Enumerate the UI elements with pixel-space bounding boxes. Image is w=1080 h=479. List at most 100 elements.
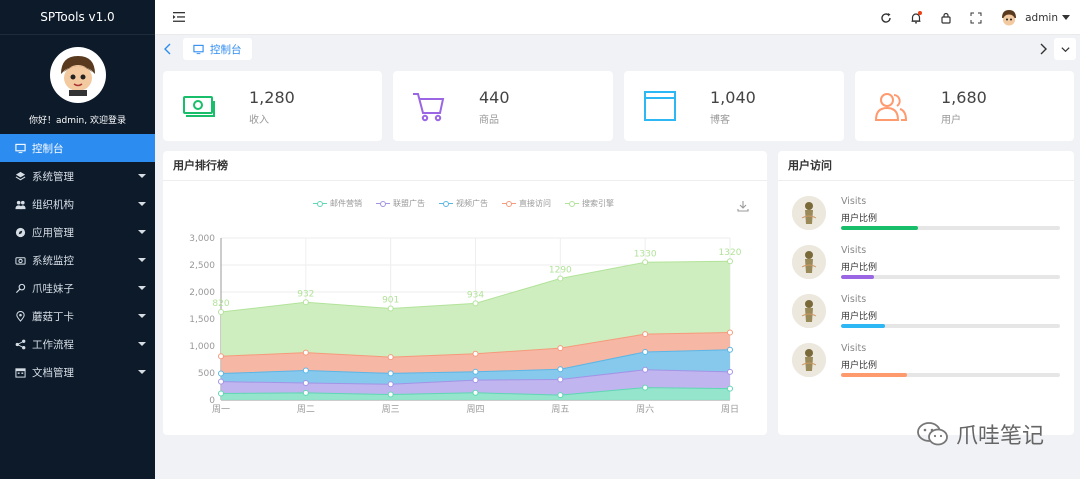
- fullscreen-button[interactable]: [961, 0, 991, 35]
- data-point: [218, 370, 224, 377]
- progress-fill: [841, 275, 874, 279]
- sidebar-item-java-girl[interactable]: 爪哇妹子: [0, 274, 155, 302]
- data-point: [557, 275, 564, 282]
- data-point: [557, 366, 564, 373]
- area-2: [221, 349, 730, 385]
- data-point: [218, 390, 224, 397]
- data-label: 1320: [719, 248, 742, 258]
- sidebar-item-label: 文档管理: [32, 366, 74, 379]
- sidebar-item-workflow[interactable]: 工作流程: [0, 330, 155, 358]
- chevron-down-icon: [138, 202, 146, 206]
- lock-screen-button[interactable]: [931, 0, 961, 35]
- monitor-icon: [193, 44, 204, 54]
- camera-icon: [14, 254, 26, 266]
- tab-bar: 控制台: [155, 35, 1080, 63]
- visit-title: Visits: [841, 196, 867, 207]
- area-chart: 0 500 1,000 1,500 2,000 2,500 3,000 周一 周二 周三 周四 周五 周…: [189, 234, 742, 415]
- x-tick-label: 周一: [212, 404, 230, 415]
- y-tick-label: 1,000: [189, 342, 215, 352]
- progress-fill: [841, 373, 907, 377]
- avatar: [792, 343, 826, 377]
- legend-item[interactable]: 联盟广告: [376, 198, 425, 209]
- data-point: [727, 258, 733, 265]
- stat-value: 1,040: [710, 88, 756, 107]
- cart-icon: [413, 93, 445, 122]
- stat-label: 收入: [249, 115, 269, 126]
- legend-label: 搜索引擎: [582, 199, 614, 208]
- data-point: [472, 377, 479, 384]
- chevron-down-icon: [138, 230, 146, 234]
- stat-card-income[interactable]: 1,280 收入: [163, 71, 382, 141]
- data-point: [302, 389, 309, 396]
- sidebar-item-label: 控制台: [32, 142, 64, 155]
- notifications-button[interactable]: [901, 0, 931, 35]
- panel-title: 用户排行榜: [163, 151, 767, 181]
- y-tick-label: 2,000: [189, 288, 215, 298]
- data-point: [302, 299, 309, 306]
- visit-subtitle: 用户比例: [841, 214, 878, 224]
- app-title: SPTools v1.0: [0, 0, 155, 35]
- legend-label: 直接访问: [519, 199, 551, 208]
- money-icon: [183, 96, 215, 117]
- avatar: [792, 245, 826, 279]
- refresh-button[interactable]: [871, 0, 901, 35]
- data-point: [727, 385, 733, 392]
- watermark-text: 爪哇笔记: [955, 424, 1044, 449]
- data-point: [727, 346, 733, 353]
- download-icon[interactable]: [737, 200, 749, 212]
- chevron-down-icon: [138, 286, 146, 290]
- refresh-icon: [881, 12, 891, 23]
- y-tick-label: 3,000: [189, 234, 215, 244]
- data-point: [472, 389, 479, 396]
- chevron-down-icon: [1060, 46, 1070, 52]
- data-point: [218, 308, 224, 315]
- user-profile: 你好！admin, 欢迎登录: [0, 35, 155, 134]
- compass-icon: [14, 226, 26, 238]
- sidebar-item-org[interactable]: 组织机构: [0, 190, 155, 218]
- data-point: [642, 259, 649, 266]
- chevron-left-icon[interactable]: [161, 42, 175, 56]
- sidebar-item-docs[interactable]: 文档管理: [0, 358, 155, 386]
- progress-fill: [841, 324, 885, 328]
- data-point: [387, 381, 394, 388]
- x-tick-label: 周三: [382, 404, 400, 415]
- panel-title: 用户访问: [778, 151, 1074, 181]
- sidebar-item-label: 爪哇妹子: [32, 282, 74, 295]
- avatar[interactable]: [50, 47, 106, 103]
- stat-card-products[interactable]: 440 商品: [393, 71, 613, 141]
- header-actions: admin: [871, 0, 1080, 35]
- stat-card-blogs[interactable]: 1,040 博客: [624, 71, 844, 141]
- legend-item[interactable]: 搜索引擎: [565, 198, 614, 209]
- sidebar-item-checkin[interactable]: 蘑菇丁卡: [0, 302, 155, 330]
- tab-options-button[interactable]: [1054, 38, 1076, 60]
- sidebar-menu: 控制台 系统管理 组织机构 应用管理 系统监控 爪哇妹子: [0, 134, 155, 386]
- data-point: [557, 392, 564, 399]
- data-label: 1330: [634, 249, 657, 259]
- collapse-menu-icon[interactable]: [173, 11, 185, 23]
- tab-dashboard[interactable]: 控制台: [183, 38, 252, 60]
- sidebar-item-monitor[interactable]: 系统监控: [0, 246, 155, 274]
- sidebar-item-apps[interactable]: 应用管理: [0, 218, 155, 246]
- bell-icon: [911, 12, 921, 24]
- x-tick-label: 周六: [636, 403, 654, 415]
- legend-item[interactable]: 视频广告: [439, 198, 488, 209]
- legend-item[interactable]: 邮件营销: [313, 198, 362, 209]
- data-point: [218, 378, 224, 385]
- visit-title: Visits: [841, 294, 867, 305]
- welcome-text: 你好！admin, 欢迎登录: [29, 116, 126, 126]
- user-menu[interactable]: admin: [999, 7, 1070, 28]
- stat-card-users[interactable]: 1,680 用户: [855, 71, 1074, 141]
- stat-value: 1,680: [941, 88, 987, 107]
- chevron-right-icon[interactable]: [1036, 42, 1050, 56]
- layers-icon: [14, 170, 26, 182]
- visit-item: Visits 用户比例: [792, 343, 1062, 379]
- avatar: [792, 294, 826, 328]
- sidebar-item-system[interactable]: 系统管理: [0, 162, 155, 190]
- sidebar-item-dashboard[interactable]: 控制台: [0, 134, 155, 162]
- visit-item: Visits 用户比例: [792, 245, 1062, 281]
- visit-title: Visits: [841, 343, 867, 354]
- chevron-down-icon: [138, 258, 146, 262]
- legend-label: 邮件营销: [330, 199, 362, 208]
- legend-item[interactable]: 直接访问: [502, 198, 551, 209]
- progress-bar: [841, 275, 1060, 279]
